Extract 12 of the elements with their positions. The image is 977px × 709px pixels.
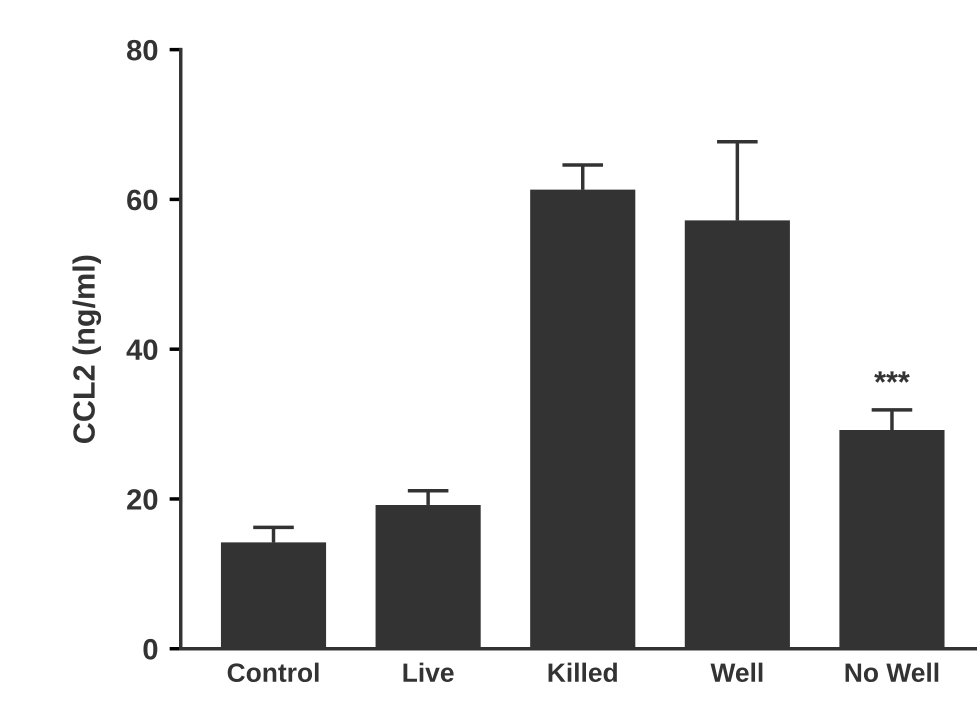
annotation: *** [874,371,910,383]
x-tick-label: No Well [846,662,938,682]
y-tick-label: 0 [143,638,158,660]
y-tick-label: 80 [127,40,158,60]
y-tick-label: 60 [127,190,158,210]
y-axis-title: CCL2 (ng/ml) [72,256,102,443]
x-tick-label: Killed [548,662,617,682]
x-tick-label: Live [403,662,454,682]
y-tick-label: 20 [127,489,158,510]
x-tick-label: Well [710,662,762,682]
y-tick-label: 40 [126,339,158,360]
x-tick-label: Control [228,662,319,682]
